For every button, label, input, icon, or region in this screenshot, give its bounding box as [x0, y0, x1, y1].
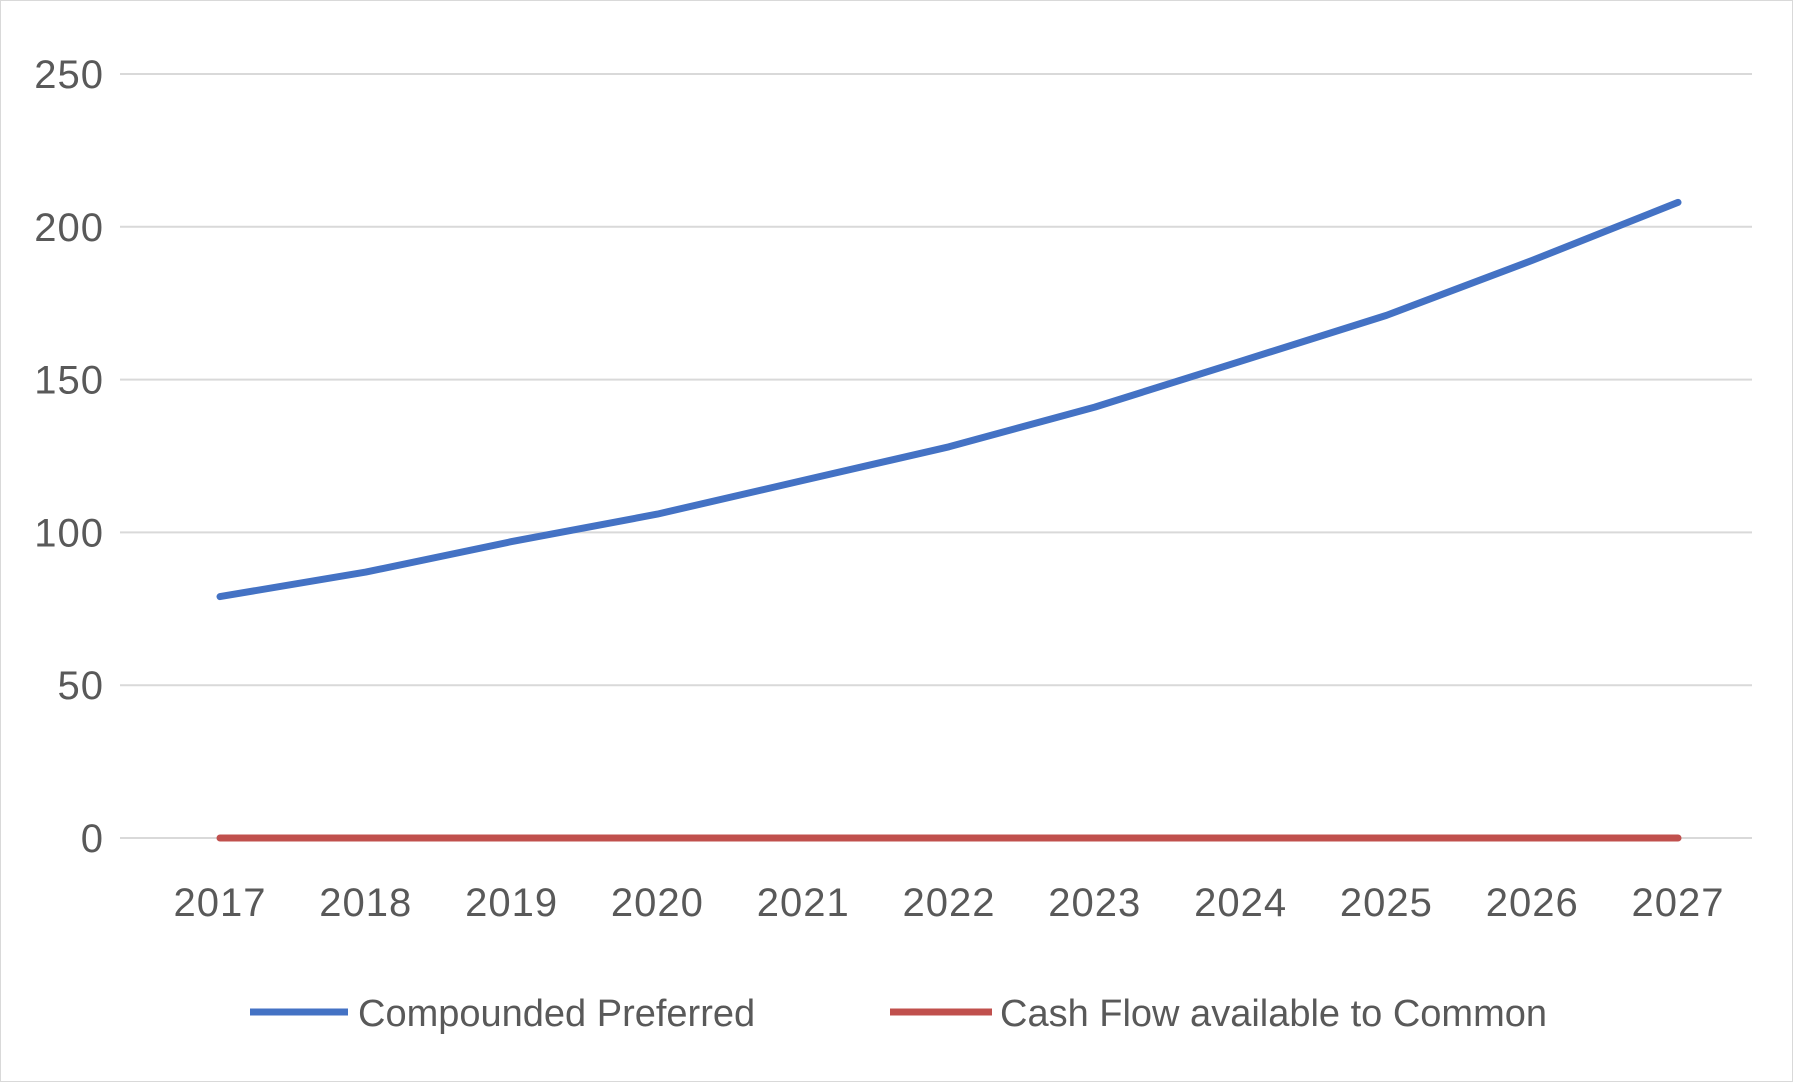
x-tick-label: 2020 [611, 881, 704, 925]
y-tick-label: 50 [58, 664, 105, 708]
y-tick-label: 0 [81, 817, 104, 861]
x-axis: 2017 2018 2019 2020 2021 2022 2023 2024 2025 2026… [174, 881, 1725, 925]
y-tick-label: 250 [34, 53, 104, 97]
legend-label: Compounded Preferred [358, 993, 755, 1035]
y-tick-label: 150 [34, 359, 104, 403]
x-tick-label: 2022 [903, 881, 996, 925]
gridlines [120, 73, 1752, 839]
x-tick-label: 2027 [1632, 881, 1725, 925]
legend: Compounded Preferred Cash Flow available … [250, 993, 1547, 1035]
x-tick-label: 2017 [174, 881, 267, 925]
x-tick-label: 2019 [465, 881, 558, 925]
y-tick-label: 200 [34, 206, 104, 250]
legend-label: Cash Flow available to Common [1000, 993, 1547, 1035]
x-tick-label: 2023 [1048, 881, 1141, 925]
y-axis: 0 50 100 150 200 250 [34, 53, 105, 861]
x-tick-label: 2026 [1486, 881, 1579, 925]
x-tick-label: 2025 [1340, 881, 1433, 925]
x-tick-label: 2024 [1194, 881, 1287, 925]
series-line-compounded-preferred [216, 198, 1682, 601]
series-lines [216, 198, 1682, 842]
x-tick-label: 2018 [319, 881, 412, 925]
y-tick-label: 100 [34, 511, 104, 555]
x-tick-label: 2021 [757, 881, 850, 925]
